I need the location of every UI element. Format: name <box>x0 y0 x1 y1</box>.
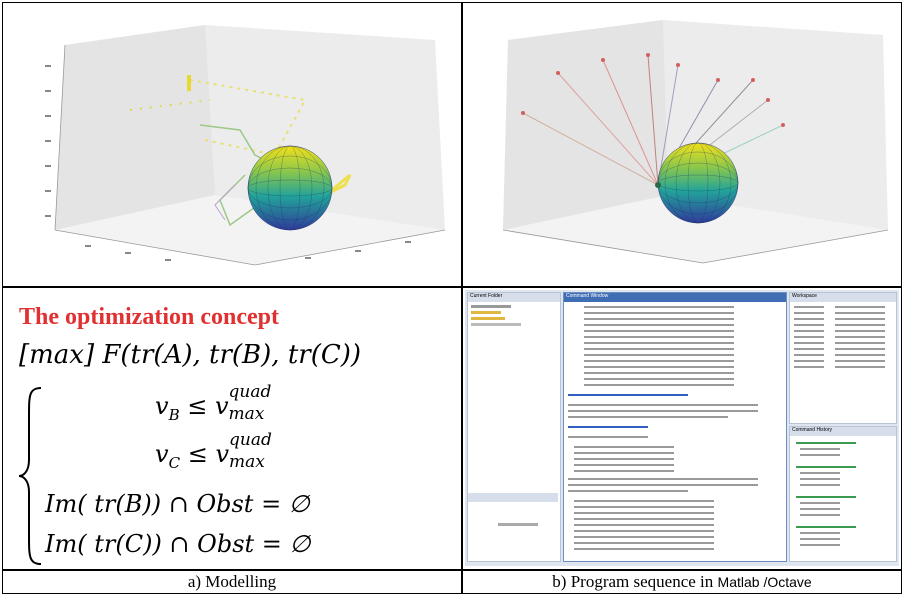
command-window: Command Window <box>563 292 787 562</box>
row-divider-bottom <box>3 569 901 571</box>
objective-formula: [max] F(tr(A), tr(B), tr(C)) <box>19 340 362 370</box>
caption-b: b) Program sequence in Matlab /Octave <box>552 572 812 591</box>
plot-modelling-3d <box>5 5 459 284</box>
matlab-screenshot: Current Folder Command Window <box>465 290 899 566</box>
trajectory-d <box>214 184 236 221</box>
column-divider <box>461 3 463 593</box>
current-folder-pane: Current Folder <box>467 292 561 562</box>
obstacle-sphere <box>247 145 333 231</box>
axes-wall-left <box>55 25 215 230</box>
command-history-title: Command History <box>790 427 896 436</box>
row-divider-top <box>3 286 901 288</box>
sphere-mesh <box>247 145 333 231</box>
caption-a: a) Modelling <box>187 572 277 591</box>
trajectory-a-tail <box>129 99 211 111</box>
axes-floor <box>55 195 445 265</box>
trajectory-marker <box>187 75 191 91</box>
concept-title: The optimization concept <box>19 304 279 330</box>
optimization-concept-panel: The optimization concept [max] F(tr(A), … <box>5 288 459 567</box>
constraint-brace <box>18 387 42 565</box>
command-window-title: Command Window <box>564 293 786 302</box>
workspace-title: Workspace <box>790 293 896 302</box>
plot-3d-left-svg <box>45 25 446 266</box>
command-history-pane: Command History <box>789 426 897 562</box>
plot-3d-right-svg <box>502 20 889 264</box>
command-output-lines <box>568 306 758 550</box>
workspace-pane: Workspace <box>789 292 897 424</box>
tick-marks-left <box>45 65 411 261</box>
plot-rays-3d <box>463 5 901 284</box>
constraint-vb: vB ≤ v quad max <box>155 381 272 424</box>
constraint-im-c: Im( tr(C)) ∩ Obst = ∅ <box>45 530 311 558</box>
constraint-im-b: Im( tr(B)) ∩ Obst = ∅ <box>45 490 310 518</box>
constraint-vc: vC ≤ v quad max <box>155 429 272 472</box>
obstacle-sphere-right <box>657 142 739 224</box>
trajectory-a <box>189 79 307 157</box>
current-folder-title: Current Folder <box>468 293 560 302</box>
ray-endpoints <box>521 53 785 127</box>
